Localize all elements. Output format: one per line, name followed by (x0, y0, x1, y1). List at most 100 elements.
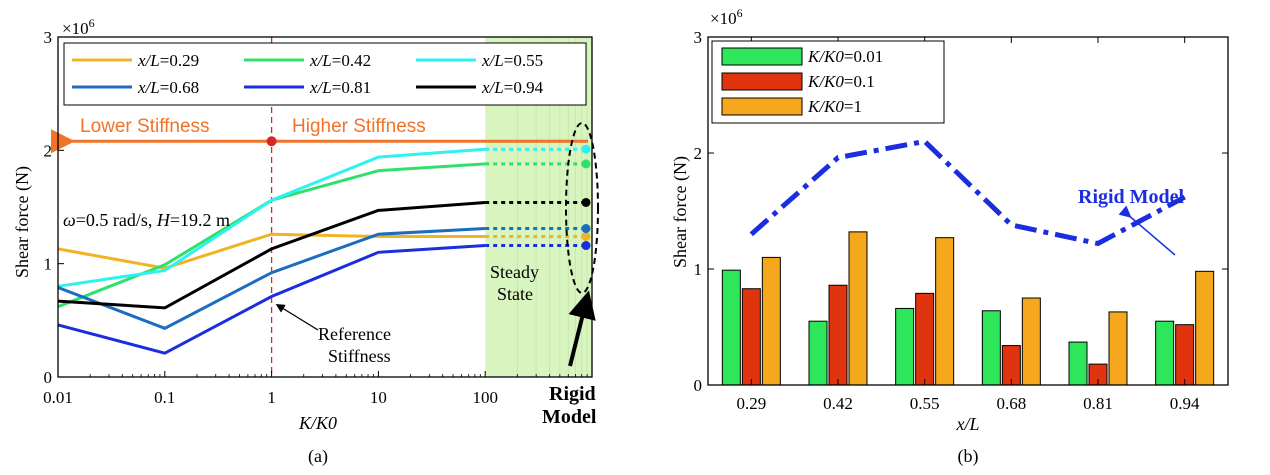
steady-state-label-line2: State (497, 284, 533, 304)
y-tick-label-b: 2 (694, 144, 703, 163)
rigid-model-arrow (568, 290, 596, 367)
bar-2-2 (828, 284, 848, 386)
reference-label-line2: Stiffness (328, 346, 391, 366)
chart-b-y-multiplier-base: ×10 (710, 9, 737, 28)
plot-frame-b (707, 36, 1229, 386)
bar-3-1 (761, 256, 781, 386)
reference-label-line1: Reference (318, 324, 391, 344)
chart-b: 0.29 0.42 0.55 0.68 0.81 0.94 0 1 2 3 Rigid Model… (670, 6, 1229, 467)
chart-b-xlabel: x/L (955, 414, 979, 434)
bar-2-3 (915, 292, 935, 386)
x-tick-label-a: 1 (267, 388, 276, 407)
legend-box-a (63, 42, 587, 106)
x-tick-label-b: 0.94 (1170, 394, 1200, 413)
legend-label-a: x/L=0.68 (137, 78, 199, 97)
omega-height-label: ω=0.5 rad/s, H=19.2 m (63, 210, 230, 230)
height-value: =19.2 m (170, 210, 230, 230)
series-line-5 (57, 244, 486, 355)
height-symbol: H (156, 210, 171, 230)
legend-label-b: K/K0=0.1 (807, 72, 875, 91)
legend-label-b: K/K0=0.01 (807, 47, 883, 66)
chart-b-legend: K/K0=0.01K/K0=0.1K/K0=1 (711, 40, 945, 124)
chart-a-axes: 0.01 0.1 1 10 100 0 1 2 3 (43, 28, 593, 407)
legend-label-var: x/L (481, 51, 504, 70)
bar-2-6 (1175, 324, 1195, 386)
chart-a-y-multiplier-exp: 6 (89, 16, 95, 30)
series-rigid-point-6 (581, 197, 591, 207)
legend-label-val: =0.81 (332, 78, 371, 97)
legend-label-var: K/K0 (807, 47, 844, 66)
bar-1-4 (981, 310, 1001, 386)
legend-label-var: x/L (309, 78, 332, 97)
chart-b-axes: 0.29 0.42 0.55 0.68 0.81 0.94 0 1 2 3 (694, 28, 1229, 413)
rigid-model-line (749, 138, 1186, 247)
series-line-6 (57, 201, 486, 310)
chart-b-caption: (b) (958, 446, 979, 467)
bar-1-5 (1068, 341, 1088, 386)
legend-label-var: K/K0 (807, 72, 844, 91)
steady-state-label-line1: Steady (490, 262, 539, 282)
reference-point (266, 136, 277, 147)
legend-label-a: x/L=0.55 (481, 51, 543, 70)
series-rigid-point-1 (581, 231, 591, 241)
legend-label-a: x/L=0.81 (309, 78, 371, 97)
omega-value: =0.5 rad/s, (76, 210, 157, 230)
legend-swatch-b (721, 47, 803, 66)
legend-label-val: =0.01 (844, 47, 883, 66)
legend-label-a: x/L=0.42 (309, 51, 371, 70)
x-tick-label-a: 0.01 (43, 388, 73, 407)
legend-label-val: =0.42 (332, 51, 371, 70)
legend-label-val: =1 (844, 97, 862, 116)
chart-a-legend: x/L=0.29 x/L=0.42 x/L=0.55x/L=0.68 x/L=0.81… (63, 42, 587, 106)
legend-label-a: x/L=0.94 (481, 78, 544, 97)
x-tick-label-a: 0.1 (154, 388, 175, 407)
x-tick-label-b: 0.68 (996, 394, 1026, 413)
legend-label-var: x/L (137, 51, 160, 70)
x-tick-label-b: 0.55 (910, 394, 940, 413)
legend-label-a: x/L=0.29 (137, 51, 199, 70)
x-tick-label-b: 0.81 (1083, 394, 1113, 413)
legend-label-val: =0.68 (160, 78, 199, 97)
bar-1-6 (1155, 320, 1175, 386)
series-line-4 (57, 227, 486, 330)
y-tick-label-a: 0 (44, 368, 53, 387)
series-rigid-point-5 (581, 241, 591, 251)
legend-label-val: =0.94 (504, 78, 544, 97)
reference-arrow (275, 303, 319, 331)
bar-3-2 (848, 231, 868, 386)
bar-3-6 (1195, 270, 1215, 386)
y-tick-label-a: 2 (44, 141, 53, 160)
x-tick-label-a: 10 (370, 388, 387, 407)
bar-3-4 (1021, 297, 1041, 386)
bar-1-3 (895, 307, 915, 386)
legend-swatch-b (721, 72, 803, 91)
omega-symbol: ω (63, 210, 76, 230)
bar-1-2 (808, 320, 828, 386)
series-rigid-point-4 (581, 224, 591, 234)
legend-label-var: x/L (137, 78, 160, 97)
series-rigid-point-2 (581, 159, 591, 169)
y-tick-label-b: 1 (694, 260, 703, 279)
series-line-3 (57, 147, 486, 288)
legend-swatch-b (721, 97, 803, 116)
legend-label-val: =0.55 (504, 51, 543, 70)
x-tick-label-b: 0.29 (736, 394, 766, 413)
chart-b-y-multiplier: ×106 (710, 6, 743, 28)
rigid-model-label: Rigid Model (1078, 186, 1185, 208)
bar-3-3 (935, 237, 955, 386)
rigid-model-pointer (1118, 205, 1176, 256)
series-line-1 (57, 232, 486, 270)
chart-a-xlabel: K/K0 (298, 413, 337, 433)
chart-a-y-multiplier-base: ×10 (62, 19, 89, 38)
plot-frame-a (57, 36, 593, 378)
x-tick-label-b: 0.42 (823, 394, 853, 413)
legend-label-var: K/K0 (807, 97, 844, 116)
higher-stiffness-label: Higher Stiffness (292, 116, 426, 137)
rigid-model-ellipse (565, 122, 599, 294)
chart-a-y-multiplier: ×106 (62, 16, 95, 38)
chart-a-caption: (a) (308, 446, 328, 467)
legend-label-val: =0.1 (844, 72, 875, 91)
rigid-model-label-line1: Rigid (549, 383, 596, 405)
y-tick-label-a: 3 (44, 28, 53, 47)
